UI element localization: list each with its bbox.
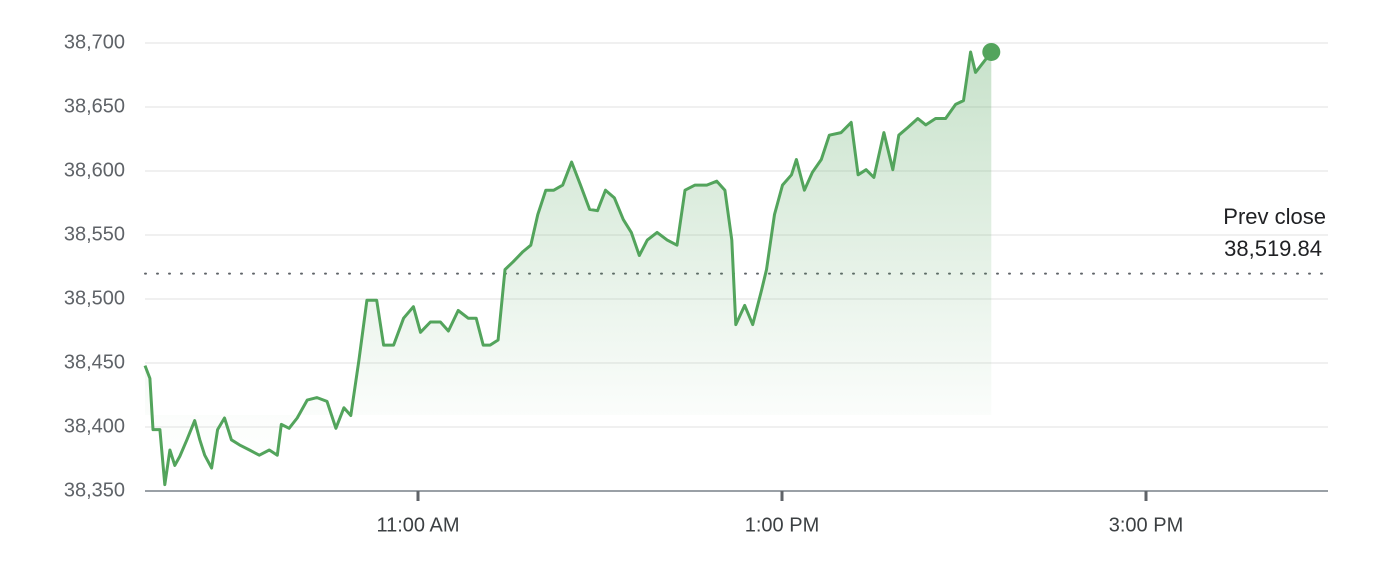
x-tick-label: 3:00 PM bbox=[1109, 514, 1183, 536]
y-tick-label: 38,650 bbox=[64, 95, 125, 117]
y-tick-label: 38,700 bbox=[64, 31, 125, 53]
y-tick-label: 38,350 bbox=[64, 479, 125, 501]
last-point bbox=[982, 42, 1001, 61]
prev-close-label: Prev close bbox=[1223, 204, 1326, 229]
prev-close-value: 38,519.84 bbox=[1224, 236, 1322, 261]
y-tick-label: 38,500 bbox=[64, 287, 125, 309]
y-tick-label: 38,600 bbox=[64, 159, 125, 181]
x-tick-label: 1:00 PM bbox=[745, 514, 819, 536]
price-line bbox=[143, 50, 993, 487]
y-tick-label: 38,400 bbox=[64, 415, 125, 437]
y-tick-label: 38,450 bbox=[64, 351, 125, 373]
area bbox=[145, 52, 992, 485]
x-tick-label: 11:00 AM bbox=[376, 514, 459, 536]
y-tick-label: 38,550 bbox=[64, 223, 125, 245]
